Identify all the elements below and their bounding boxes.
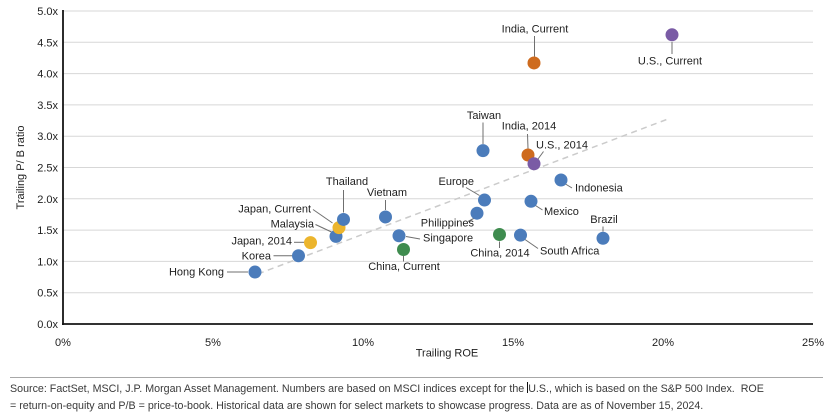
point-label-japan-current: Japan, Current: [238, 204, 311, 216]
trend-line: [257, 117, 671, 275]
point-label-vietnam: Vietnam: [367, 187, 407, 199]
data-point-japan-2014: [304, 236, 317, 250]
data-point-u-s-current: [665, 28, 679, 42]
point-label-thailand: Thailand: [326, 176, 368, 188]
point-label-hong-kong: Hong Kong: [169, 267, 224, 279]
x-tick-label: 25%: [802, 337, 824, 349]
leader-line-south-africa: [524, 239, 539, 249]
data-point-u-s-2014: [527, 157, 541, 171]
point-label-brazil: Brazil: [590, 214, 618, 226]
point-label-india-2014: India, 2014: [502, 121, 556, 133]
point-label-singapore: Singapore: [423, 233, 473, 245]
leader-line-india-2014: [527, 133, 529, 149]
x-tick-label: 0%: [55, 337, 71, 349]
y-tick-label: 2.0x: [37, 194, 58, 206]
y-tick-label: 1.5x: [37, 225, 58, 237]
y-tick-label: 5.0x: [37, 6, 58, 18]
data-point-mexico: [524, 194, 538, 208]
y-tick-label: 0.5x: [37, 288, 58, 300]
footnote-line-1: Source: FactSet, MSCI, J.P. Morgan Asset…: [10, 382, 833, 396]
point-label-taiwan: Taiwan: [467, 110, 501, 122]
data-point-brazil: [596, 231, 610, 245]
data-point-hong-kong: [248, 265, 262, 279]
leader-line-japan-current: [312, 209, 333, 224]
leader-line-mexico: [535, 205, 543, 211]
text-cursor: [527, 382, 529, 393]
data-point-singapore: [392, 229, 406, 243]
y-tick-label: 3.5x: [37, 100, 58, 112]
point-label-u-s-current: U.S., Current: [638, 56, 702, 68]
data-point-thailand: [337, 212, 350, 226]
x-tick-label: 20%: [652, 337, 674, 349]
x-tick-label: 5%: [205, 337, 221, 349]
y-tick-label: 0.0x: [37, 319, 58, 331]
footnote-text: Source: FactSet, MSCI, J.P. Morgan Asset…: [10, 383, 528, 395]
data-point-india-current: [527, 56, 541, 70]
data-point-taiwan: [476, 144, 490, 158]
y-axis-title: Trailing P/ B ratio: [15, 126, 27, 210]
footnote: Source: FactSet, MSCI, J.P. Morgan Asset…: [0, 377, 833, 412]
data-point-europe: [478, 193, 491, 207]
y-tick-label: 4.0x: [37, 69, 58, 81]
data-point-philippines: [470, 206, 484, 220]
point-label-malaysia: Malaysia: [271, 219, 315, 231]
leader-line-singapore: [405, 236, 421, 240]
point-label-south-africa: South Africa: [540, 246, 600, 258]
leader-line-malaysia: [315, 224, 332, 233]
y-tick-label: 3.0x: [37, 131, 58, 143]
data-point-indonesia: [554, 173, 568, 187]
data-point-korea: [292, 249, 305, 263]
footnote-divider: [10, 377, 823, 378]
leader-line-u-s-2014: [537, 151, 544, 160]
point-label-u-s-2014: U.S., 2014: [536, 140, 588, 152]
scatter-chart: 0.0x 0.5x 1.0x 1.5x 2.0x 2.5x 3.0x 3.5x 4.0x 4.5x…: [15, 6, 824, 360]
leader-line-europe: [465, 187, 480, 196]
footnote-text: U.S., which is based on the S&P 500 Inde…: [528, 383, 764, 395]
y-tick-label: 2.5x: [37, 163, 58, 175]
point-label-europe: Europe: [439, 176, 474, 188]
point-label-china-current: China, Current: [368, 261, 440, 273]
point-label-korea: Korea: [242, 251, 272, 263]
data-point-china-current: [397, 243, 410, 257]
footnote-line-2: = return-on-equity and P/B = price-to-bo…: [10, 399, 704, 412]
point-label-china-2014: China, 2014: [470, 248, 529, 260]
point-label-india-current: India, Current: [502, 24, 569, 36]
y-tick-label: 4.5x: [37, 37, 58, 49]
x-tick-label: 10%: [352, 337, 374, 349]
x-axis-title: Trailing ROE: [416, 348, 479, 360]
point-label-indonesia: Indonesia: [575, 183, 624, 195]
data-point-vietnam: [379, 210, 392, 224]
data-point-south-africa: [514, 228, 527, 242]
point-label-philippines: Philippines: [421, 218, 475, 230]
y-tick-label: 1.0x: [37, 256, 58, 268]
leader-line-indonesia: [565, 183, 573, 189]
data-point-china-2014: [493, 227, 506, 241]
point-label-mexico: Mexico: [544, 206, 579, 218]
point-label-japan-2014: Japan, 2014: [231, 236, 292, 248]
x-tick-label: 15%: [502, 337, 524, 349]
